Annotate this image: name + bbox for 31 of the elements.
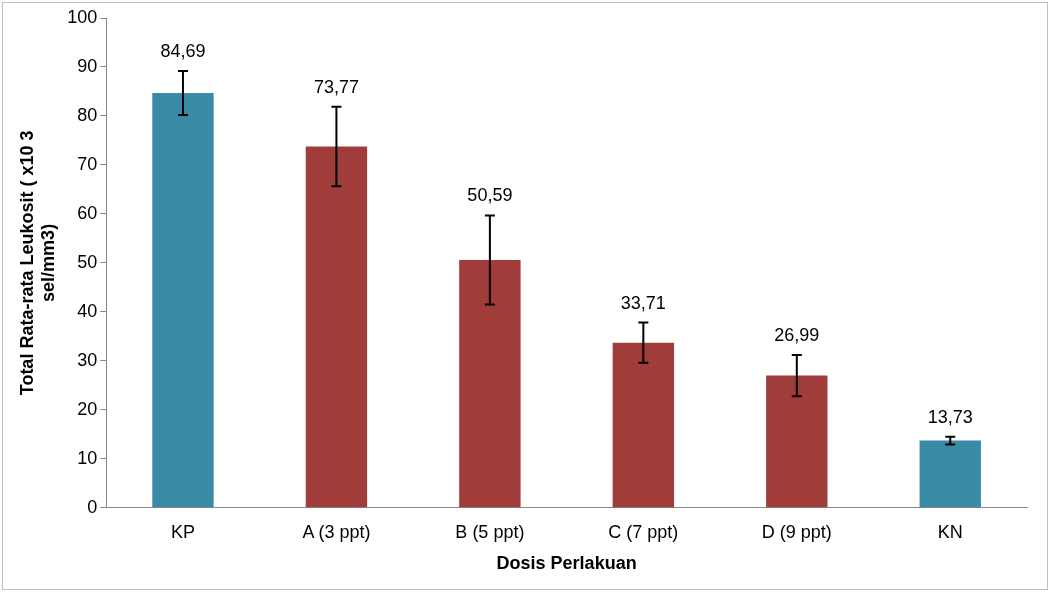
y-tick-label: 40 [77, 300, 98, 321]
bar [459, 260, 521, 508]
y-tick-label: 30 [77, 349, 98, 370]
y-tick-label: 90 [77, 55, 98, 76]
y-tick-label: 100 [67, 6, 98, 27]
bar [305, 146, 368, 508]
y-tick-label: 10 [77, 447, 98, 468]
data-label: 33,71 [620, 292, 666, 313]
x-tick-label: KN [937, 521, 963, 542]
y-tick-label: 80 [77, 104, 98, 125]
data-label: 50,59 [467, 185, 513, 206]
x-tick-label: C (7 ppt) [608, 521, 679, 542]
x-axis-title: Dosis Perlakuan [496, 553, 637, 574]
x-tick-label: A (3 ppt) [302, 521, 371, 542]
x-tick-label: KP [170, 521, 195, 542]
x-tick-label: D (9 ppt) [761, 521, 832, 542]
data-label: 13,73 [927, 406, 973, 427]
y-axis-title: Total Rata-rata Leukosit ( x10 3 sel/mm3) [16, 130, 59, 396]
data-label: 73,77 [313, 76, 359, 97]
y-tick-label: 20 [77, 398, 98, 419]
y-tick-label: 0 [87, 496, 98, 517]
data-label: 26,99 [774, 325, 820, 345]
y-tick-label: 50 [77, 251, 98, 272]
y-tick-label: 60 [77, 202, 98, 223]
data-label: 84,69 [160, 40, 206, 61]
bar [766, 375, 828, 508]
bar [919, 440, 981, 508]
y-tick-label: 70 [77, 153, 98, 174]
bar [152, 92, 214, 508]
bar [612, 342, 675, 508]
x-tick-label: B (5 ppt) [455, 521, 525, 542]
